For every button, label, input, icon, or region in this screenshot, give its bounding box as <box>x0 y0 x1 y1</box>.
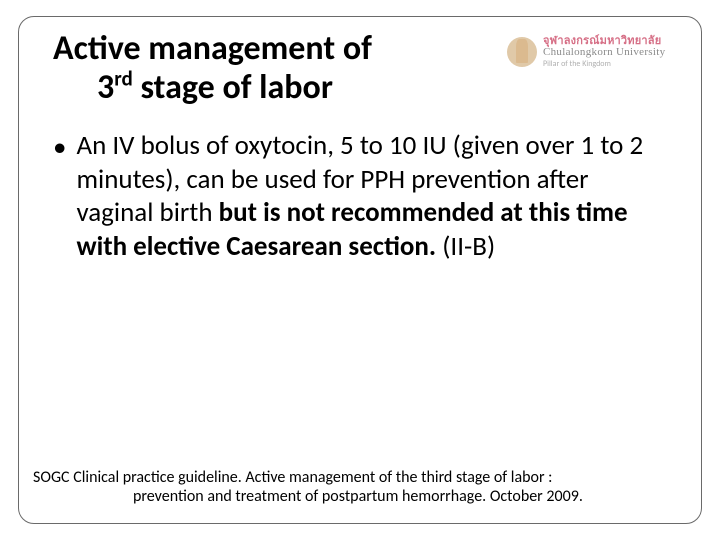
bullet-text: An IV bolus of oxytocin, 5 to 10 IU (giv… <box>76 129 667 263</box>
logo-row: จุฬาลงกรณ์มหาวิทยาลัย Chulalongkorn Univ… <box>507 35 667 68</box>
citation-footer: SOGC Clinical practice guideline. Active… <box>33 468 687 507</box>
footer-line-1: SOGC Clinical practice guideline. Active… <box>33 468 687 488</box>
bullet-item: • An IV bolus of oxytocin, 5 to 10 IU (g… <box>53 129 667 263</box>
crest-icon <box>507 37 537 67</box>
slide: Active management of 3rd stage of labor … <box>0 0 720 540</box>
slide-frame: Active management of 3rd stage of labor … <box>18 16 702 524</box>
footer-line-2: prevention and treatment of postpartum h… <box>33 487 687 507</box>
title-line-1: Active management of <box>53 29 499 68</box>
title-line-2: 3rd stage of labor <box>53 68 499 107</box>
logo-eng-uni: University <box>616 46 665 58</box>
logo-tagline: Pillar of the Kingdom <box>543 60 665 68</box>
body-area: • An IV bolus of oxytocin, 5 to 10 IU (g… <box>53 129 667 263</box>
title-superscript: rd <box>114 66 133 92</box>
logo-text: จุฬาลงกรณ์มหาวิทยาลัย Chulalongkorn Univ… <box>543 35 665 68</box>
logo-eng-main: Chulalongkorn <box>543 46 616 58</box>
university-logo: จุฬาลงกรณ์มหาวิทยาลัย Chulalongkorn Univ… <box>499 29 667 68</box>
logo-english-text: Chulalongkorn University <box>543 47 665 59</box>
title-area: Active management of 3rd stage of labor … <box>53 29 667 107</box>
title-line2-pre: 3 <box>97 67 114 108</box>
slide-title: Active management of 3rd stage of labor <box>53 29 499 107</box>
bullet-mark: • <box>53 131 66 164</box>
bullet-text-normal-2: (II-B) <box>436 230 495 263</box>
title-line2-post: stage of labor <box>133 67 333 108</box>
